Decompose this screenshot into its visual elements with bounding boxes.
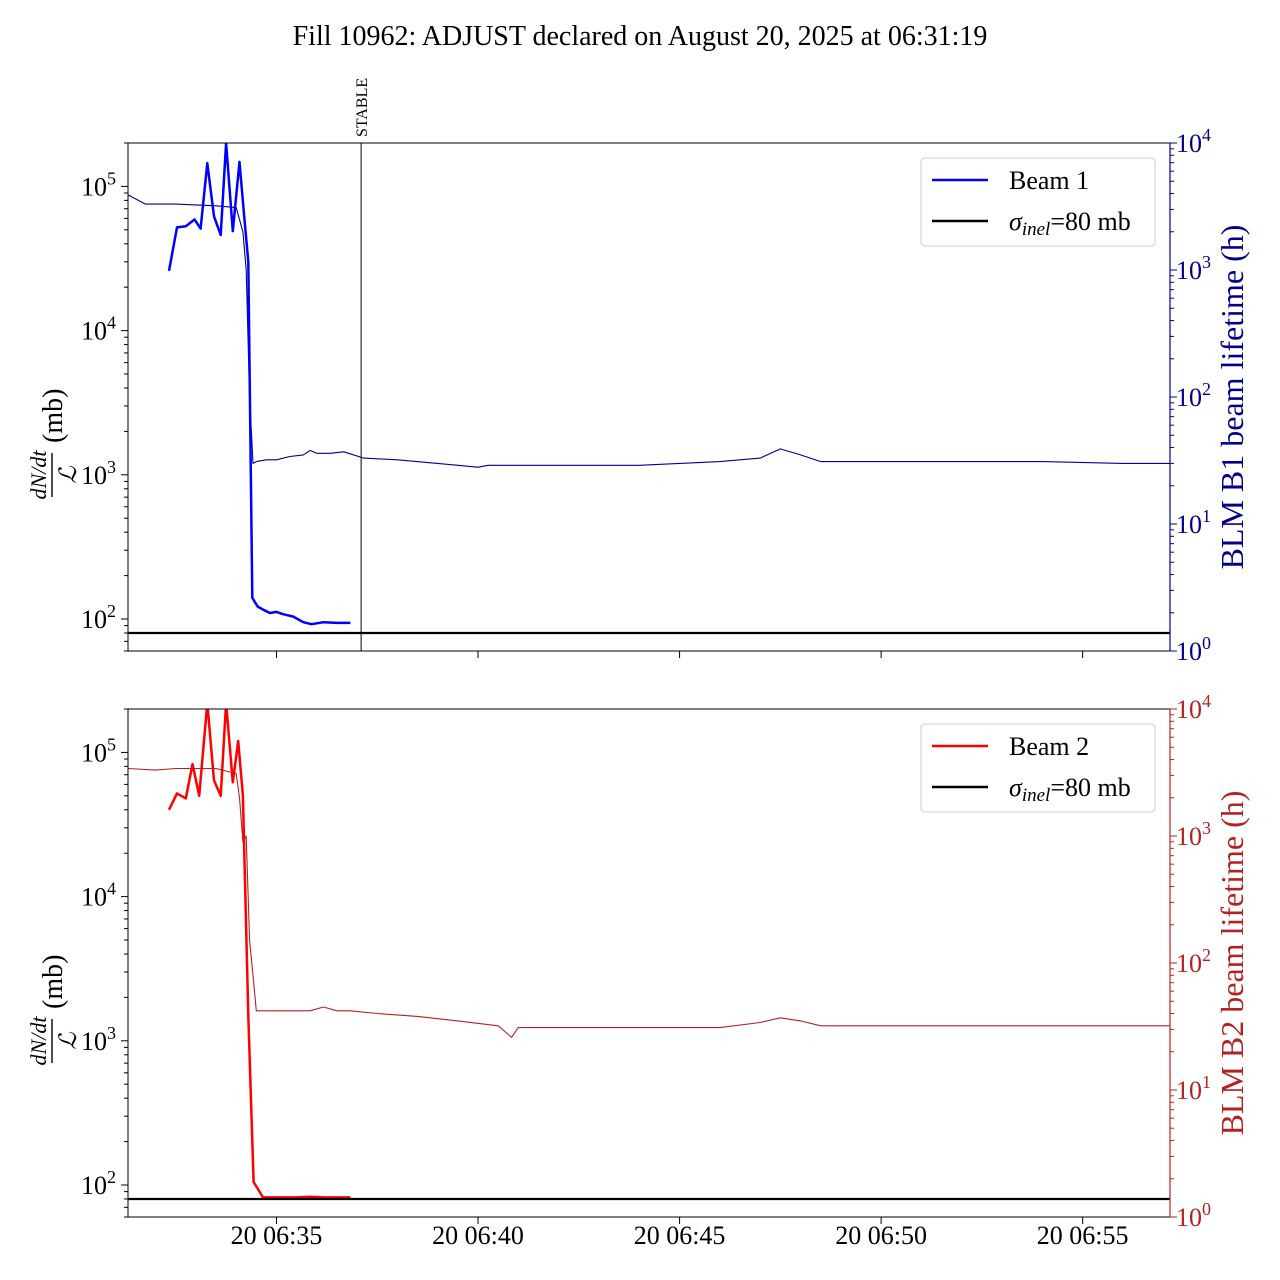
bottom-x-tick-label: 20 06:45: [634, 1221, 726, 1250]
bottom-legend-label: σinel=80 mb: [1009, 773, 1131, 806]
bottom-left-axis-label: dN/dt ℒ (mb): [26, 955, 82, 1066]
top-legend-label: σinel=80 mb: [1009, 207, 1131, 240]
bottom-plot-lines: [128, 709, 1170, 1201]
bottom-legend-label: Beam 2: [1009, 732, 1089, 761]
top-plot-lines: [128, 143, 1170, 635]
bottom-right-axis-label: BLM B2 beam lifetime (h): [1214, 791, 1250, 1136]
bottom-right-tick-label: 103: [1176, 818, 1211, 851]
top-stable-label: STABLE: [354, 78, 371, 137]
top-left-tick-label: 104: [81, 313, 116, 346]
bottom-series-blm-b2-beam-lifetime: [128, 767, 1170, 1038]
bottom-left-tick-label: 102: [81, 1167, 116, 1200]
bottom-x-tick-label: 20 06:50: [835, 1221, 927, 1250]
top-right-tick-label: 104: [1176, 125, 1211, 158]
top-left-tick-label: 102: [81, 601, 116, 634]
bottom-axes: 102 103 104 105 100 101 102 103 104 20 06:35 20 06…: [81, 691, 1211, 1250]
top-panel: STABLE 102 103 104 105 100 101 102 103 104 Beam 1…: [26, 78, 1250, 666]
top-ylabel-unit: (mb): [38, 389, 69, 443]
top-series-beam-1: [167, 143, 351, 626]
page-title: Fill 10962: ADJUST declared on August 20…: [293, 21, 988, 52]
bottom-x-tick-label: 20 06:40: [432, 1221, 524, 1250]
bottom-x-tick-label: 20 06:55: [1037, 1221, 1129, 1250]
bottom-left-tick-label: 105: [81, 734, 116, 767]
top-ylabel-numerator: dN/dt: [26, 450, 51, 500]
bottom-right-tick-label: 104: [1176, 691, 1211, 724]
bottom-x-tick-label: 20 06:35: [231, 1221, 323, 1250]
bottom-legend: Beam 2 σinel=80 mb: [920, 723, 1156, 813]
bottom-panel: 102 103 104 105 100 101 102 103 104 20 06:35 20 06…: [26, 691, 1250, 1250]
bottom-left-tick-label: 103: [81, 1023, 116, 1056]
top-series-blm-b1-beam-lifetime: [128, 194, 1170, 468]
top-ylabel-denominator: ℒ: [56, 466, 82, 484]
top-right-tick-label: 103: [1176, 252, 1211, 285]
top-axes: STABLE 102 103 104 105 100 101 102 103 104: [81, 78, 1211, 666]
top-axis-labels: dN/dt ℒ (mb) BLM B1 beam lifetime (h): [26, 225, 1250, 570]
top-left-tick-label: 105: [81, 168, 116, 201]
bottom-right-tick-label: 102: [1176, 945, 1211, 978]
bottom-series-beam-2: [167, 709, 351, 1199]
top-right-tick-label: 102: [1176, 379, 1211, 412]
top-legend: Beam 1 σinel=80 mb: [920, 157, 1156, 247]
top-legend-label: Beam 1: [1009, 166, 1089, 195]
top-left-axis-label: dN/dt ℒ (mb): [26, 389, 82, 500]
top-right-tick-label: 100: [1176, 633, 1211, 666]
bottom-ylabel-numerator: dN/dt: [26, 1016, 51, 1066]
top-left-tick-label: 103: [81, 457, 116, 490]
bottom-ylabel-unit: (mb): [38, 955, 69, 1009]
top-right-axis-label: BLM B1 beam lifetime (h): [1214, 225, 1250, 570]
bottom-axis-labels: dN/dt ℒ (mb) BLM B2 beam lifetime (h): [26, 791, 1250, 1136]
bottom-ylabel-denominator: ℒ: [56, 1032, 82, 1050]
top-right-tick-label: 101: [1176, 506, 1211, 539]
bottom-right-tick-label: 101: [1176, 1072, 1211, 1105]
bottom-right-tick-label: 100: [1176, 1199, 1211, 1232]
bottom-left-tick-label: 104: [81, 879, 116, 912]
